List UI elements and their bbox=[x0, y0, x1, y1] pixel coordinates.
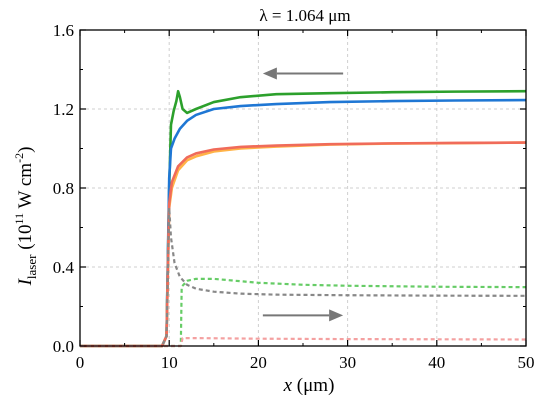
annotations bbox=[262, 67, 344, 322]
x-tick-label: 0 bbox=[76, 353, 85, 372]
series-line-4 bbox=[80, 141, 527, 348]
y-ticks: 0.0 0.4 0.8 1.2 1.6 bbox=[53, 21, 526, 356]
x-tick-label: 10 bbox=[161, 353, 178, 372]
x-axis-unit: (μm) bbox=[292, 375, 334, 396]
series-line-5 bbox=[80, 206, 527, 348]
x-tick-label: 50 bbox=[518, 353, 535, 372]
series-line-1 bbox=[80, 89, 527, 348]
y-axis-sup1: 11 bbox=[12, 213, 26, 225]
series-line-2 bbox=[80, 98, 527, 348]
y-tick-label: 0.0 bbox=[53, 337, 74, 356]
y-tick-label: 0.4 bbox=[53, 258, 75, 277]
grid bbox=[80, 30, 526, 346]
x-ticks: 0 10 20 30 40 50 bbox=[76, 30, 535, 372]
y-tick-label: 1.6 bbox=[53, 21, 74, 40]
y-axis-sup2: -2 bbox=[12, 153, 26, 163]
y-axis-mid: W cm bbox=[15, 163, 36, 213]
y-axis-sub: laser bbox=[24, 254, 39, 279]
series-line-6 bbox=[80, 277, 527, 348]
arrow-left-head bbox=[262, 67, 277, 80]
x-tick-label: 20 bbox=[250, 353, 267, 372]
y-tick-label: 0.8 bbox=[53, 179, 74, 198]
series-group bbox=[80, 89, 527, 348]
x-tick-label: 30 bbox=[339, 353, 356, 372]
chart-title: λ = 1.064 μm bbox=[259, 6, 350, 25]
y-axis-var: I bbox=[15, 277, 36, 286]
y-axis-pre: (10 bbox=[15, 224, 36, 254]
arrow-right-head bbox=[329, 309, 344, 322]
y-axis-label: Ilaser (1011 W cm-2) bbox=[12, 147, 39, 287]
y-tick-label: 1.2 bbox=[53, 100, 74, 119]
x-axis-var: x bbox=[283, 375, 293, 396]
y-axis-post: ) bbox=[15, 147, 36, 153]
x-axis-label: x (μm) bbox=[283, 375, 335, 396]
x-tick-label: 40 bbox=[428, 353, 445, 372]
